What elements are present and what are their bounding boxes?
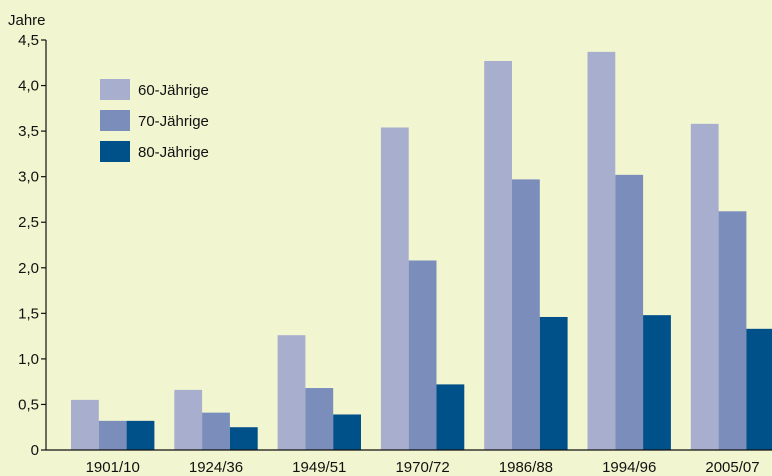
legend-swatch <box>100 141 130 162</box>
y-tick-label: 1,5 <box>18 305 39 322</box>
y-axis-ticks: 0 0,5 1,0 1,5 2,0 2,5 3,0 3,5 4,0 4,5 <box>18 32 46 459</box>
bar <box>643 315 671 450</box>
legend-label: 80-Jährige <box>138 144 209 161</box>
bar <box>746 328 772 450</box>
bar <box>690 123 719 450</box>
bar <box>229 427 258 450</box>
x-axis-labels: 1901/10 1924/36 1949/51 1970/72 1986/88 1994/… <box>86 459 760 476</box>
bar <box>587 51 616 451</box>
y-tick-label: 0,5 <box>18 396 39 413</box>
x-tick-label: 1901/10 <box>86 459 140 476</box>
y-axis-unit-label: Jahre <box>8 12 46 29</box>
bar <box>380 127 409 450</box>
x-tick-label: 1949/51 <box>292 459 346 476</box>
x-tick-label: 1994/96 <box>602 459 656 476</box>
bar <box>436 384 465 450</box>
bar <box>202 412 230 450</box>
y-tick-label: 2,0 <box>18 260 39 277</box>
y-tick-label: 2,5 <box>18 214 39 231</box>
bars-layer <box>71 51 772 451</box>
legend: 60-Jährige 70-Jährige 80-Jährige <box>100 79 209 162</box>
y-tick-label: 4,0 <box>18 78 39 95</box>
x-tick-label: 2005/07 <box>705 459 759 476</box>
bar <box>484 60 512 451</box>
bar <box>333 414 361 450</box>
x-tick-label: 1970/72 <box>395 459 449 476</box>
legend-label: 70-Jährige <box>138 113 209 130</box>
legend-label: 60-Jährige <box>138 82 209 99</box>
bar <box>539 316 568 450</box>
bar <box>71 399 99 450</box>
y-tick-label: 0 <box>31 442 39 459</box>
bar <box>174 389 203 450</box>
bar <box>98 420 127 450</box>
x-tick-label: 1986/88 <box>499 459 553 476</box>
bar <box>512 179 540 450</box>
x-tick-label: 1924/36 <box>189 459 243 476</box>
bar <box>615 174 644 450</box>
y-tick-label: 3,0 <box>18 169 39 186</box>
bar <box>277 335 306 450</box>
legend-swatch <box>100 79 130 100</box>
bar <box>408 260 437 450</box>
bar <box>718 211 747 450</box>
y-tick-label: 1,0 <box>18 351 39 368</box>
y-tick-label: 4,5 <box>18 32 39 49</box>
bar <box>126 420 155 450</box>
legend-swatch <box>100 110 130 131</box>
bar <box>305 388 334 450</box>
y-tick-label: 3,5 <box>18 123 39 140</box>
